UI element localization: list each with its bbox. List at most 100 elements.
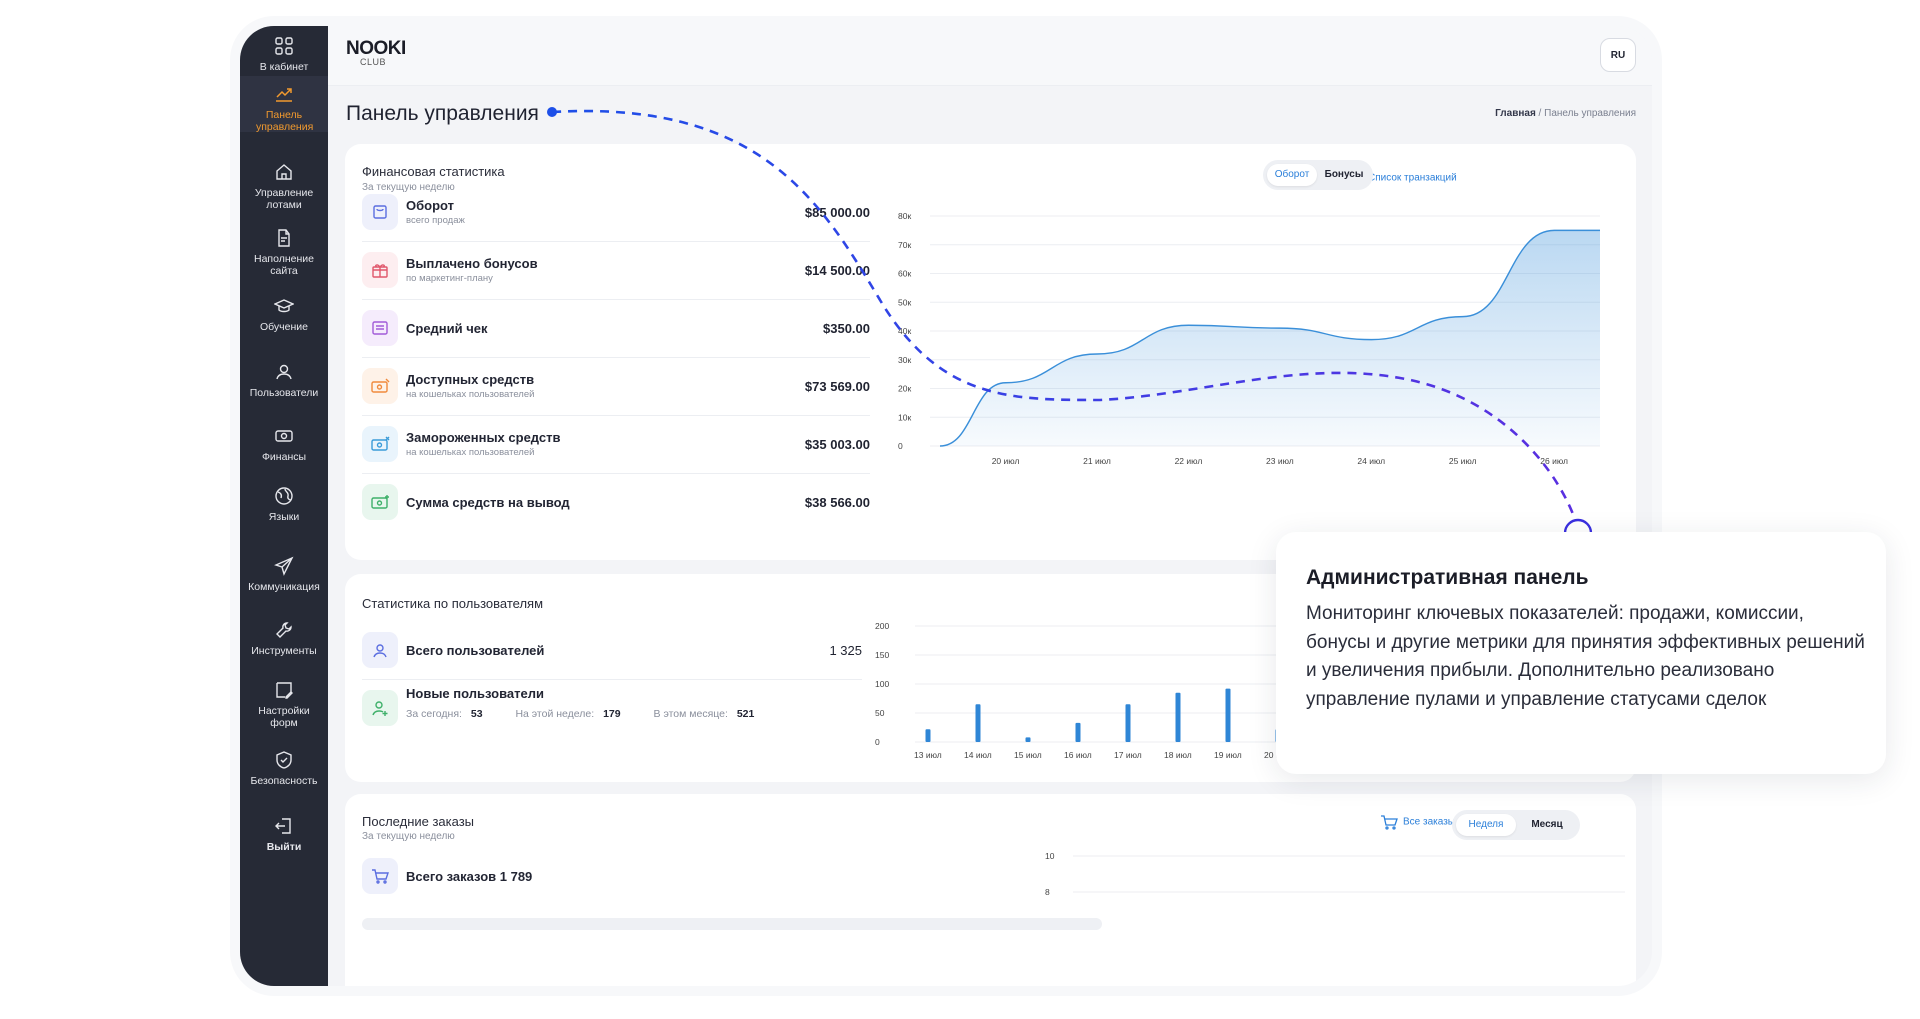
week-label: На этой неделе: [515, 708, 595, 720]
money-in-icon [371, 378, 390, 393]
cart-icon-wrap [362, 858, 398, 894]
toggle-bonuses[interactable]: Бонусы [1324, 169, 1364, 180]
y-tick-label: 0 [875, 737, 880, 747]
y-tick-label: 10к [898, 412, 911, 422]
user-add-icon [372, 701, 388, 716]
x-tick-label: 19 июл [1214, 750, 1242, 760]
toggle-turnover[interactable]: Оборот [1267, 164, 1317, 186]
y-tick-label: 70к [898, 240, 911, 250]
gift-icon-wrap [362, 252, 398, 288]
sidebar-item-forms[interactable]: Настройки форм [240, 680, 328, 730]
language-button[interactable]: RU [1600, 38, 1636, 72]
sidebar-item-education[interactable]: Обучение [240, 296, 328, 336]
stat-value: $350.00 [823, 321, 870, 336]
page-title: Панель управления [346, 102, 539, 125]
today-value: 53 [470, 708, 483, 720]
bag-icon [373, 205, 387, 219]
sidebar-item-finance[interactable]: Финансы [240, 426, 328, 466]
user-add-icon-wrap [362, 690, 398, 726]
top-bar: NOOKI CLUB RU [328, 26, 1652, 86]
x-tick-label: 15 июл [1014, 750, 1042, 760]
x-tick-label: 14 июл [964, 750, 992, 760]
orders-toggle: Неделя Месяц [1452, 810, 1580, 840]
y-tick-label: 200 [875, 621, 889, 631]
y-tick-label: 50 [875, 708, 885, 718]
turnover-area-chart: 0 10к 20к 30к 40к 50к 60к 70к 80к 20 июл 21 июл 22 … [898, 211, 1600, 466]
sidebar-item-label: Безопасность [250, 775, 318, 787]
breadcrumb: Главная / Панель управления [1495, 108, 1636, 119]
stat-name: Всего заказов 1 789 [406, 869, 533, 884]
stat-name: Доступных средств [406, 372, 535, 387]
shield-icon [276, 751, 292, 769]
cart-icon [372, 869, 389, 884]
x-tick-label: 13 июл [914, 750, 942, 760]
y-tick-label: 10 [1045, 851, 1055, 861]
stat-name: Выплачено бонусов [406, 256, 538, 271]
form-edit-icon [276, 682, 293, 699]
gift-icon [372, 264, 388, 278]
sidebar-item-lots[interactable]: Управление лотами [240, 162, 328, 212]
stat-row-total-users: Всего пользователей 1 325 [362, 622, 862, 680]
money-freeze-icon [371, 436, 390, 451]
sidebar-item-security[interactable]: Безопасность [240, 750, 328, 790]
globe-icon [275, 487, 293, 505]
stat-value: $73 569.00 [804, 379, 870, 394]
today-label: За сегодня: [406, 708, 462, 720]
orders-card: Последние заказы За текущую неделю Все з… [345, 794, 1636, 986]
send-icon [274, 556, 294, 576]
x-tick-label: 21 июл [1083, 456, 1111, 466]
stat-row-bonuses: Выплачено бонусов по маркетинг-плану $14… [362, 242, 870, 300]
transactions-link-label: Список транзакций [1368, 172, 1457, 184]
all-orders-label: Все заказы [1403, 816, 1455, 828]
x-tick-label: 23 июл [1266, 456, 1294, 466]
stat-value: $14 500.00 [804, 263, 870, 278]
stat-row-new-users: Новые пользователи За сегодня: 53 На это… [362, 680, 862, 740]
x-tick-label: 25 июл [1449, 456, 1477, 466]
sidebar-item-cabinet[interactable]: В кабинет [240, 36, 328, 86]
sidebar-item-label: Коммуникация [248, 581, 320, 593]
logo-subtitle: CLUB [360, 57, 387, 67]
area-fill [940, 230, 1600, 446]
sidebar-item-content[interactable]: Наполнение сайта [240, 228, 328, 278]
receipt-icon-wrap [362, 310, 398, 346]
stat-row-frozen: Замороженных средств на кошельках пользо… [362, 416, 870, 474]
grid-icon [275, 37, 293, 55]
sidebar-item-languages[interactable]: Языки [240, 486, 328, 526]
sidebar-item-label: Управление лотами [254, 187, 314, 211]
orders-title: Последние заказы [362, 814, 475, 829]
x-tick-label: 24 июл [1357, 456, 1385, 466]
bar [1075, 722, 1081, 742]
home-icon [276, 164, 292, 180]
stat-value: $35 003.00 [804, 437, 870, 452]
all-orders-link[interactable]: Все заказы [1380, 814, 1455, 830]
breadcrumb-home[interactable]: Главная [1495, 108, 1536, 119]
stat-desc: на кошельках пользователей [406, 389, 535, 400]
sidebar-item-tools[interactable]: Инструменты [240, 620, 328, 660]
toggle-week[interactable]: Неделя [1456, 814, 1516, 836]
sidebar-item-dashboard[interactable]: Панель управления [240, 76, 328, 133]
graduation-cap-icon [274, 299, 294, 313]
cart-icon [1381, 815, 1398, 830]
finance-subtitle: За текущую неделю [362, 182, 455, 193]
stat-value: $85 000.00 [804, 205, 870, 220]
sidebar-item-logout[interactable]: Выйти [240, 816, 328, 856]
sidebar-item-label: Наполнение сайта [254, 253, 314, 277]
y-tick-label: 80к [898, 211, 911, 221]
users-icon-wrap [362, 632, 398, 668]
sidebar-item-label: Обучение [259, 321, 308, 333]
wrench-icon [276, 622, 292, 638]
sidebar-item-communication[interactable]: Коммуникация [240, 556, 328, 596]
sidebar-item-label: Инструменты [251, 645, 317, 657]
toggle-month[interactable]: Месяц [1531, 819, 1563, 830]
y-tick-label: 150 [875, 650, 889, 660]
sidebar-item-label: Пользователи [249, 387, 319, 399]
stat-row-turnover: Оборот всего продаж $85 000.00 [362, 184, 870, 242]
sidebar-item-label: Панель управления [256, 109, 314, 133]
sidebar-item-users[interactable]: Пользователи [240, 362, 328, 402]
stat-row-total-orders: Всего заказов 1 789 [362, 848, 862, 906]
users-icon [373, 644, 387, 658]
logo[interactable]: NOOKI [346, 38, 406, 59]
stat-row-withdraw: Сумма средств на вывод $38 566.00 [362, 474, 870, 532]
x-tick-label: 17 июл [1114, 750, 1142, 760]
orders-bar-chart: 10 8 [1045, 851, 1625, 897]
